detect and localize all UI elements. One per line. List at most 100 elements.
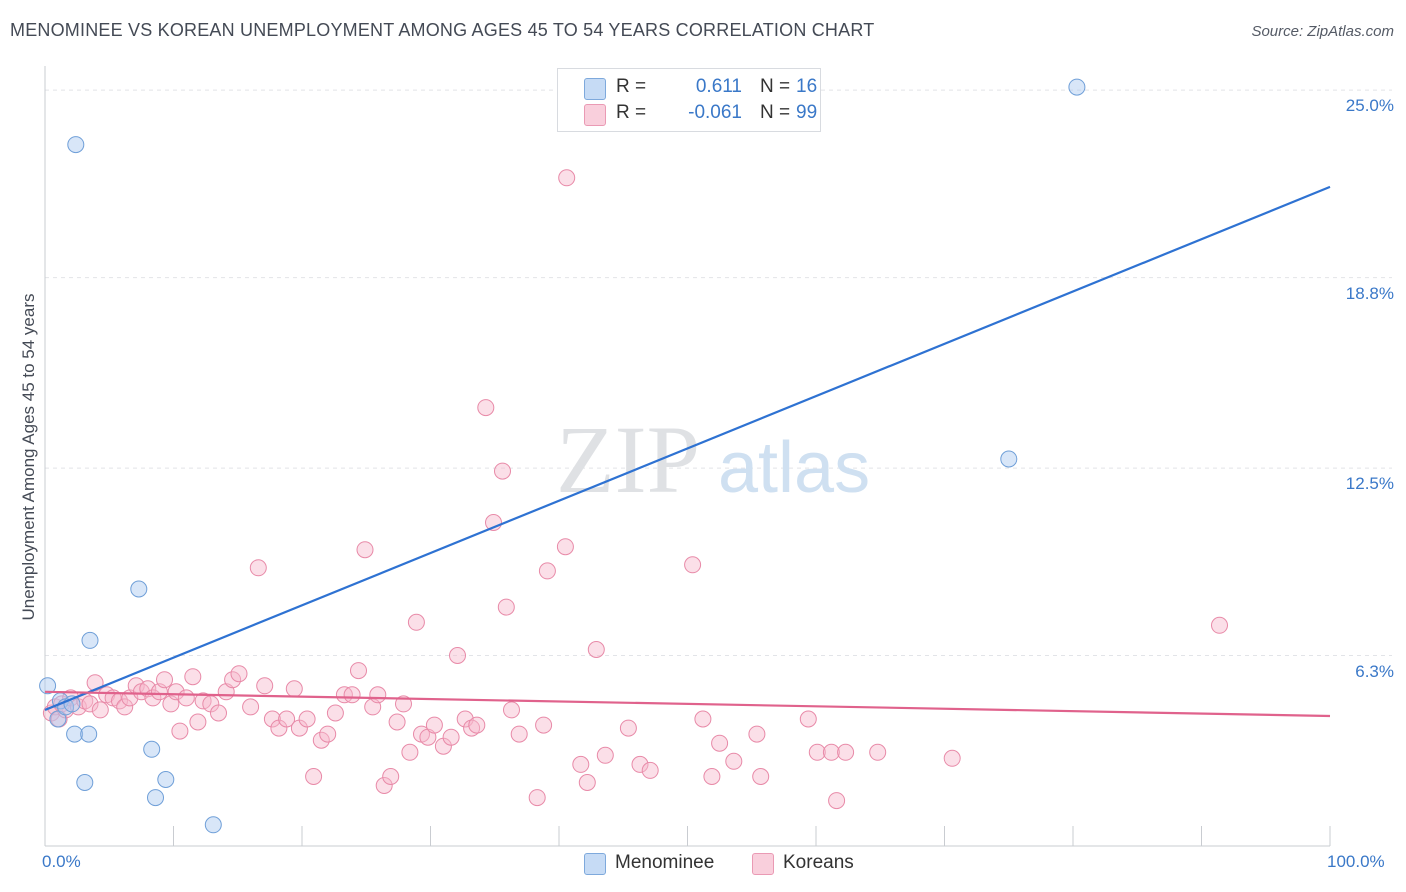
koreans-point [748, 725, 766, 743]
koreans-point [752, 768, 770, 785]
koreans-point [81, 695, 99, 713]
menominee-point [80, 725, 98, 743]
koreans-point [694, 710, 712, 728]
koreans-point [828, 792, 846, 810]
legend-r-value: -0.061 [688, 102, 742, 123]
koreans-point [177, 689, 195, 707]
legend-swatch-koreans [584, 104, 606, 126]
koreans-point [116, 698, 134, 716]
menominee-point [143, 740, 161, 758]
chart-title: MENOMINEE VS KOREAN UNEMPLOYMENT AMONG A… [10, 20, 875, 40]
koreans-point [167, 683, 185, 701]
koreans-trend-line [44, 690, 1331, 718]
menominee-point [67, 136, 85, 154]
koreans-point [538, 562, 556, 580]
koreans-point [401, 743, 419, 761]
menominee-point [81, 631, 99, 649]
koreans-point [503, 701, 520, 719]
koreans-point [230, 665, 248, 683]
y-tick-label: 6.3% [1355, 661, 1394, 681]
koreans-point [224, 671, 242, 689]
koreans-point [171, 722, 189, 740]
koreans-point [263, 710, 281, 728]
bottom-legend-label-menominee: Menominee [615, 852, 715, 873]
koreans-point [407, 613, 425, 631]
watermark-atlas: atlas [718, 428, 870, 508]
koreans-point [1211, 616, 1228, 634]
koreans-point [343, 686, 361, 704]
legend-swatch-menominee [584, 78, 606, 100]
legend-r-label: R = [616, 102, 647, 123]
bottom-legend-swatch-koreans [752, 853, 774, 875]
koreans-point [395, 695, 412, 713]
menominee-point [147, 789, 164, 807]
legend-r-value: 0.611 [695, 76, 742, 97]
bottom-legend-swatch-menominee [584, 853, 606, 875]
koreans-point [156, 671, 173, 689]
koreans-point [468, 716, 486, 734]
x-tick-label-max: 100.0% [1327, 852, 1385, 871]
koreans-point [641, 761, 659, 779]
koreans-point [242, 698, 260, 716]
watermark-zip: ZIP [556, 406, 700, 513]
koreans-point [305, 768, 323, 785]
koreans-point [442, 728, 460, 746]
koreans-point [558, 169, 576, 187]
koreans-point [312, 731, 330, 749]
koreans-point [256, 677, 274, 695]
koreans-point [808, 743, 826, 761]
koreans-point [425, 716, 443, 734]
koreans-point [189, 713, 207, 731]
legend-n-value: 99 [796, 102, 818, 123]
y-tick-label: 18.8% [1345, 283, 1394, 303]
koreans-point [210, 704, 227, 722]
menominee-point [157, 771, 175, 788]
koreans-point [494, 462, 511, 480]
koreans-point [319, 725, 337, 743]
koreans-point [463, 719, 481, 737]
koreans-point [184, 668, 202, 686]
koreans-point [278, 710, 296, 728]
koreans-point [510, 725, 528, 743]
koreans-point [375, 777, 393, 794]
koreans-point [298, 710, 316, 728]
koreans-point [285, 680, 303, 698]
menominee-point [66, 725, 84, 743]
y-tick-label: 12.5% [1345, 474, 1394, 494]
menominee-trend-line [44, 185, 1331, 711]
grid-lines [45, 89, 1392, 657]
koreans-point [382, 768, 400, 785]
stats-legend: R = 0.611 N = 16 R = -0.061 N = 99 [557, 68, 821, 132]
koreans-point [369, 686, 387, 704]
koreans-point [91, 701, 109, 719]
koreans-point [350, 662, 367, 680]
koreans-point [943, 749, 961, 767]
koreans-point [703, 768, 721, 785]
source-label: Source: ZipAtlas.com [1251, 23, 1394, 40]
koreans-point [822, 743, 840, 761]
menominee-point [204, 816, 222, 834]
koreans-point [799, 710, 817, 728]
y-tick-label: 25.0% [1345, 96, 1394, 116]
legend-r-label: R = [616, 76, 647, 97]
menominee-point [76, 774, 94, 791]
axes [44, 66, 1331, 847]
koreans-point [326, 704, 344, 722]
legend-n-label: N = [760, 102, 791, 123]
koreans-point [578, 774, 596, 791]
koreans-point [449, 647, 466, 664]
koreans-point [535, 716, 553, 734]
menominee-point [1068, 78, 1086, 96]
koreans-point [869, 743, 887, 761]
menominee-point [1000, 450, 1018, 468]
koreans-point [711, 734, 729, 752]
koreans-point [631, 755, 649, 773]
koreans-point [684, 556, 702, 574]
bottom-legend-label-koreans: Koreans [783, 852, 854, 873]
koreans-point [388, 713, 406, 731]
koreans-point [596, 746, 614, 764]
koreans-point [572, 755, 590, 773]
koreans-point [556, 538, 574, 556]
koreans-point [528, 789, 546, 807]
